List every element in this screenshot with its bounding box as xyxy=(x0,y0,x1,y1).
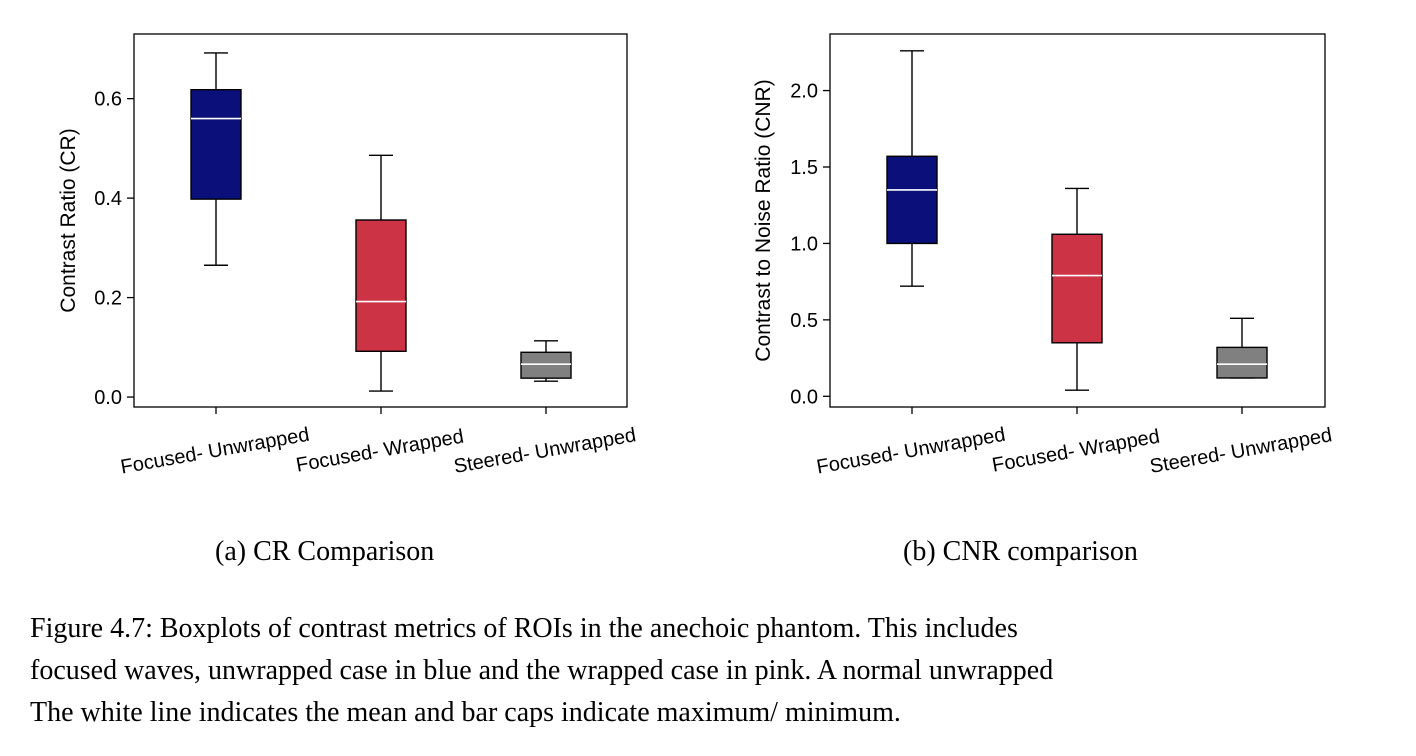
chart-2-y-axis-label: Contrast to Noise Ratio (CNR) xyxy=(752,79,775,361)
chart-2-y-tick-label-3: 1.5 xyxy=(790,157,818,179)
figure-caption: Figure 4.7: Boxplots of contrast metrics… xyxy=(30,608,1370,734)
chart-2-y-tick-label-2: 1.0 xyxy=(790,233,818,255)
chart-1-x-tick-label-2: Steered- Unwrapped xyxy=(452,424,638,478)
chart-1-box-3-iqr-box xyxy=(520,351,572,379)
chart-2-y-tick-label-0: 0.0 xyxy=(790,386,818,408)
chart-2-y-tick-label-1: 0.5 xyxy=(790,310,818,332)
chart-2-box-3-iqr-box xyxy=(1216,346,1268,379)
chart-2-x-tick-label-1: Focused- Wrapped xyxy=(990,426,1161,477)
subcaption-a: (a) CR Comparison xyxy=(215,536,435,567)
chart-2-box-2-iqr-box xyxy=(1051,233,1103,344)
caption-line-1: Figure 4.7: Boxplots of contrast metrics… xyxy=(30,613,1018,644)
chart-1-x-tick-label-1: Focused- Wrapped xyxy=(294,426,465,477)
chart-1-box-1-iqr-box xyxy=(190,89,242,200)
chart-2-y-tick-label-4: 2.0 xyxy=(790,81,818,103)
chart-2-x-tick-label-0: Focused- Unwrapped xyxy=(815,424,1007,479)
chart-1-y-tick-label-3: 0.6 xyxy=(94,89,122,111)
charts-svg: 0.0 0.2 0.4 0.6 Contrast Ratio (CR) Focused- … xyxy=(57,33,1334,479)
chart-2-box-1-iqr-box xyxy=(886,155,938,245)
caption-line-2: focused waves, unwrapped case in blue an… xyxy=(30,655,1054,686)
caption-line-3: The white line indicates the mean and ba… xyxy=(30,697,901,728)
chart-1-y-tick-label-1: 0.2 xyxy=(94,288,122,310)
chart-1-box-2-iqr-box xyxy=(355,219,407,352)
chart-1-y-axis-label: Contrast Ratio (CR) xyxy=(57,128,80,312)
chart-2-x-tick-label-2: Steered- Unwrapped xyxy=(1148,424,1334,478)
chart-1-x-tick-label-0: Focused- Unwrapped xyxy=(119,424,311,479)
subcaption-b: (b) CNR comparison xyxy=(903,536,1138,567)
chart-1-y-tick-label-0: 0.0 xyxy=(94,387,122,409)
chart-1-y-tick-label-2: 0.4 xyxy=(94,188,122,210)
